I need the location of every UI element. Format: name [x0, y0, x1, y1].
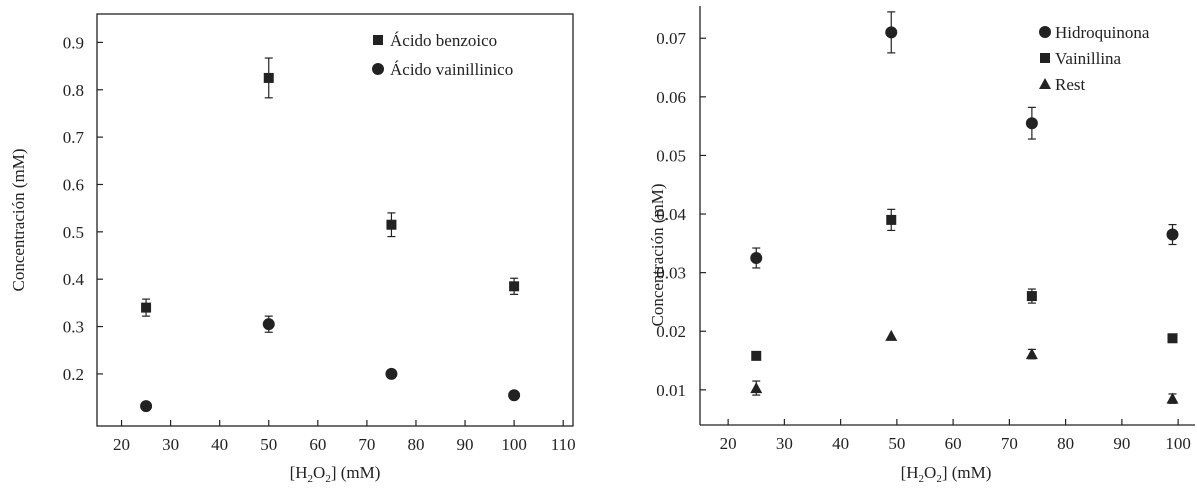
y-tick-label: 0.6	[63, 175, 84, 194]
legend: Ácido benzoico Ácido vainillinico	[372, 31, 513, 79]
legend-label: Rest	[1055, 75, 1086, 94]
y-tick-label: 0.06	[656, 88, 686, 107]
data-point	[141, 302, 152, 313]
x-tick-label: 50	[888, 434, 905, 453]
x-tick-label: 20	[720, 434, 737, 453]
x-tick-label: 70	[1001, 434, 1018, 453]
legend-label: Vainillina	[1055, 49, 1122, 68]
data-point	[1025, 117, 1038, 130]
legend-marker	[1039, 26, 1051, 38]
x-tick-label: 90	[1113, 434, 1130, 453]
series-square	[751, 208, 1178, 361]
series-circle	[750, 11, 1179, 269]
chart-left: 0.2 0.3 0.4 0.5 0.6 0.7 0.8 0.9 20 30 40 50 60 70 80 9…	[9, 13, 576, 485]
x-tick-label: 50	[260, 435, 277, 454]
data-point	[509, 281, 520, 292]
y-tick-label: 0.3	[63, 318, 84, 337]
x-tick-label: 40	[211, 435, 228, 454]
x-tick-label: 100	[501, 435, 527, 454]
series-triangle	[750, 329, 1179, 404]
y-tick-label: 0.07	[656, 29, 686, 48]
data-point	[1166, 392, 1179, 404]
data-point	[1025, 348, 1038, 360]
x-tick-label: 20	[113, 435, 130, 454]
x-tick-label: 40	[832, 434, 849, 453]
series-square	[141, 57, 520, 317]
legend-label: Hidroquinona	[1055, 23, 1150, 42]
legend-marker	[1039, 78, 1051, 89]
plot-frame-left	[96, 13, 574, 427]
y-tick-label: 0.8	[63, 81, 84, 100]
data-point	[750, 382, 763, 394]
data-point	[263, 72, 274, 83]
data-point	[886, 214, 897, 225]
x-tick-label: 80	[407, 435, 424, 454]
data-point	[1167, 333, 1178, 344]
series-circle	[140, 315, 521, 413]
data-point	[140, 400, 153, 413]
y-tick-label: 0.5	[63, 223, 84, 242]
x-tick-label: 100	[1165, 434, 1191, 453]
x-tick-label: 60	[945, 434, 962, 453]
data-point	[885, 329, 898, 341]
data-point	[508, 389, 521, 402]
data-point	[262, 318, 275, 331]
legend-label: Ácido benzoico	[390, 31, 497, 50]
data-point	[385, 367, 398, 380]
x-tick-label: 70	[358, 435, 375, 454]
x-axis-label-right: [H2O2] (mM)	[901, 463, 992, 485]
y-axis-label-right: Concentración (mM)	[648, 183, 667, 326]
y-tick-label: 0.2	[63, 365, 84, 384]
x-tick-label: 30	[776, 434, 793, 453]
x-tick-label: 60	[309, 435, 326, 454]
y-tick-label: 0.7	[63, 128, 85, 147]
y-tick-label: 0.02	[656, 322, 686, 341]
y-tick-label: 0.9	[63, 33, 84, 52]
data-point	[1026, 291, 1037, 302]
data-point	[386, 219, 397, 230]
y-tick-label: 0.03	[656, 264, 686, 283]
y-axis-label-left: Concentración (mM)	[9, 148, 28, 291]
x-tick-label: 90	[457, 435, 474, 454]
x-tick-label: 80	[1057, 434, 1074, 453]
legend: Hidroquinona Vainillina Rest	[1039, 23, 1150, 94]
x-tick-label: 110	[551, 435, 576, 454]
data-point	[750, 251, 763, 264]
legend-marker	[372, 63, 384, 75]
data-point	[1166, 228, 1179, 241]
data-point	[751, 350, 762, 361]
y-tick-label: 0.01	[656, 381, 686, 400]
y-tick-label: 0.4	[63, 270, 85, 289]
x-axis-label-left: [H2O2] (mM)	[290, 463, 381, 485]
chart-right: 0.01 0.02 0.03 0.04 0.05 0.06 0.07 20 30 40 50 60 7…	[648, 6, 1195, 485]
y-tick-label: 0.05	[656, 146, 686, 165]
legend-label: Ácido vainillinico	[390, 60, 513, 79]
x-tick-label: 30	[162, 435, 179, 454]
legend-marker	[1040, 53, 1050, 63]
legend-marker	[373, 35, 383, 45]
y-tick-label: 0.04	[656, 205, 686, 224]
data-point	[885, 26, 898, 39]
